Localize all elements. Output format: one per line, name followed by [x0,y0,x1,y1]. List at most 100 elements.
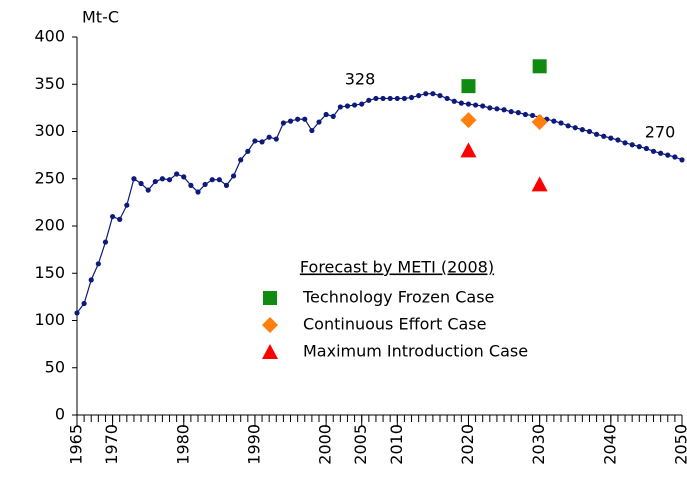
series-point [580,127,585,132]
series-point [267,135,272,140]
series-point [494,106,499,111]
marker-diamond [460,112,476,128]
series-point [160,176,165,181]
series-point [452,99,457,104]
series-point [281,120,286,125]
series-point [359,101,364,106]
series-point [437,93,442,98]
series-point [181,174,186,179]
series-point [523,112,528,117]
legend-marker [262,344,278,359]
series-point [530,113,535,118]
series-point [74,310,79,315]
x-tick-label: 1990 [244,424,263,465]
series-point [117,217,122,222]
series-line [77,94,682,313]
series-point [509,109,514,114]
series-point [679,157,684,162]
series-point [203,182,208,187]
series-point [103,239,108,244]
series-point [302,117,307,122]
y-tick-label: 150 [34,263,65,282]
legend-label: Continuous Effort Case [303,315,486,334]
x-tick-label: 2000 [316,424,335,465]
series-point [445,96,450,101]
series-point [630,142,635,147]
series-point [637,144,642,149]
series-point [423,91,428,96]
x-tick-label: 2030 [529,424,548,465]
series-point [644,146,649,151]
legend-label: Maximum Introduction Case [303,342,528,361]
y-tick-label: 100 [34,310,65,329]
y-tick-label: 300 [34,121,65,140]
series-point [252,138,257,143]
series-point [622,140,627,145]
series-point [594,132,599,137]
y-tick-label: 50 [45,357,65,376]
series-point [566,123,571,128]
legend-label: Technology Frozen Case [302,288,494,307]
series-point [416,93,421,98]
marker-square [461,79,475,93]
series-point [316,119,321,124]
series-point [309,128,314,133]
series-point [110,214,115,219]
series-point [380,96,385,101]
x-tick-label: 1965 [67,424,86,465]
y-tick-label: 400 [34,27,65,46]
series-point [167,177,172,182]
series-point [665,153,670,158]
x-tick-label: 1970 [102,424,121,465]
series-point [338,104,343,109]
series-point [409,95,414,100]
series-point [608,136,613,141]
series-point [430,91,435,96]
series-point [658,151,663,156]
series-point [402,96,407,101]
series-point [217,177,222,182]
series-point [238,157,243,162]
annotation: 270 [645,123,676,142]
y-tick-label: 350 [34,74,65,93]
series-point [373,96,378,101]
series-point [96,261,101,266]
series-point [466,101,471,106]
y-unit-label: Mt-C [82,8,119,27]
series-point [558,120,563,125]
series-point [551,119,556,124]
series-point [352,102,357,107]
legend-title: Forecast by METI (2008) [300,258,494,277]
series-point [231,173,236,178]
series-point [245,149,250,154]
y-tick-label: 200 [34,216,65,235]
series-point [480,103,485,108]
series-point [153,179,158,184]
series-point [395,96,400,101]
series-point [89,277,94,282]
series-point [345,103,350,108]
x-tick-label: 2005 [351,424,370,465]
series-point [224,183,229,188]
series-point [366,98,371,103]
marker-triangle [460,142,476,157]
series-point [146,187,151,192]
x-tick-label: 2020 [458,424,477,465]
series-point [651,149,656,154]
y-tick-label: 0 [55,405,65,424]
x-tick-label: 2010 [387,424,406,465]
series-point [131,176,136,181]
legend-marker [263,291,277,305]
series-point [195,189,200,194]
y-tick-label: 250 [34,168,65,187]
series-point [459,101,464,106]
annotation: 328 [345,70,376,89]
x-tick-label: 1980 [173,424,192,465]
series-point [672,154,677,159]
series-point [501,107,506,112]
series-point [210,177,215,182]
series-point [573,125,578,130]
series-point [388,96,393,101]
series-point [487,105,492,110]
